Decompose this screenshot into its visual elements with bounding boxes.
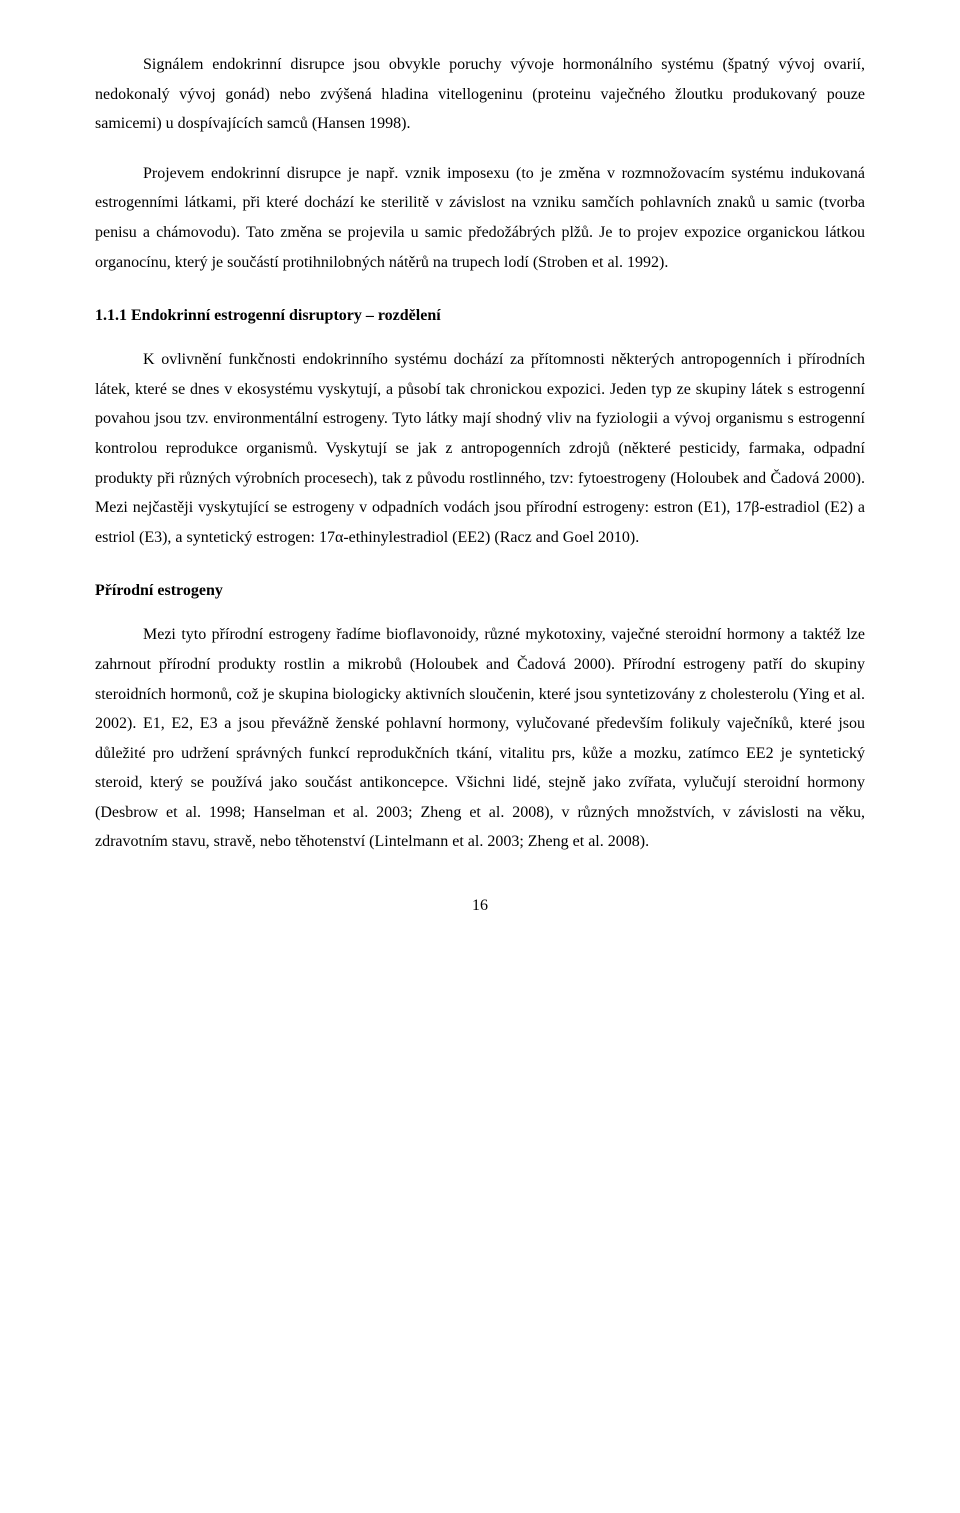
paragraph-2: Projevem endokrinní disrupce je např. vz… — [95, 159, 865, 277]
document-page: Signálem endokrinní disrupce jsou obvykl… — [0, 0, 960, 955]
paragraph-1: Signálem endokrinní disrupce jsou obvykl… — [95, 50, 865, 139]
paragraph-3: K ovlivnění funkčnosti endokrinního syst… — [95, 345, 865, 552]
section-heading-1-1-1: 1.1.1 Endokrinní estrogenní disruptory –… — [95, 307, 865, 325]
page-number: 16 — [95, 897, 865, 915]
section-subheading-natural-estrogens: Přírodní estrogeny — [95, 582, 865, 600]
paragraph-4: Mezi tyto přírodní estrogeny řadíme biof… — [95, 620, 865, 857]
